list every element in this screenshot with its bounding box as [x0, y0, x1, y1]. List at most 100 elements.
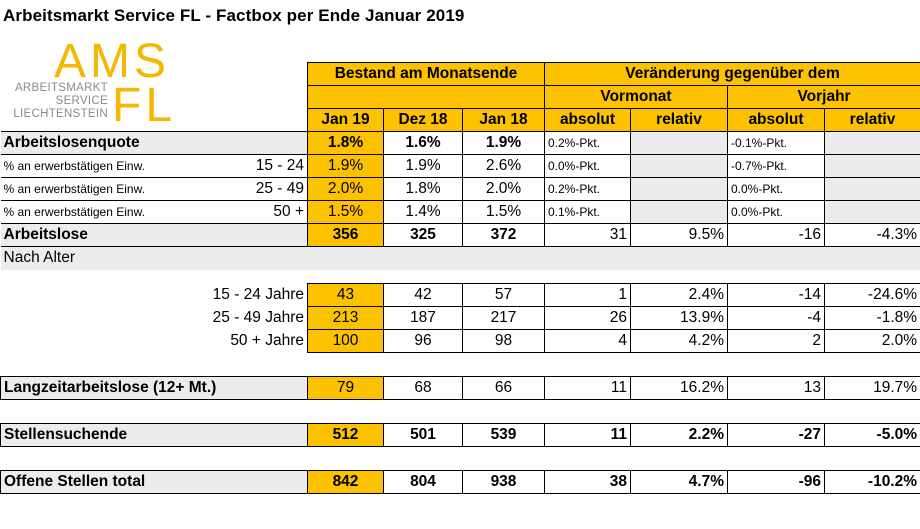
cell: 19.7%: [823, 376, 920, 400]
cell: -4.3%: [823, 223, 920, 247]
page-title: Arbeitsmarkt Service FL - Factbox per En…: [3, 6, 465, 25]
cell: 1.5%: [462, 200, 545, 224]
row-langzeitarbeitslose: Langzeitarbeitslose (12+ Mt.) 79 68 66 1…: [0, 376, 920, 400]
label-stellensuchende: Stellensuchende: [0, 423, 308, 447]
cell: [630, 131, 728, 155]
row-alter-50plus: 50 + Jahre 100 96 98 4 4.2% 2 2.0%: [0, 329, 920, 353]
cell: 2.0%: [823, 329, 920, 353]
label-quote-age: % an erwerbstätigen Einw.: [0, 200, 238, 224]
cell: 501: [383, 423, 463, 447]
cell: 1: [544, 283, 631, 307]
cell: 11: [544, 376, 631, 400]
row-quote-25-49: % an erwerbstätigen Einw. 25 - 49 2.0% 1…: [0, 177, 920, 201]
cell: 98: [462, 329, 545, 353]
cell: -0.1%-Pkt.: [727, 131, 825, 155]
cell: [630, 177, 728, 201]
cell: 1.8%: [383, 177, 463, 201]
cell: 213: [307, 306, 384, 330]
header-veraenderung: Veränderung gegenüber dem: [543, 62, 920, 86]
cell: 0.0%-Pkt.: [727, 177, 825, 201]
cell: 1.4%: [383, 200, 463, 224]
cell: 938: [462, 470, 545, 494]
cell: 2.0%: [462, 177, 545, 201]
row-offene-stellen: Offene Stellen total 842 804 938 38 4.7%…: [0, 470, 920, 494]
cell: 2: [727, 329, 825, 353]
header-row-3: Jan 19 Dez 18 Jan 18 absolut relativ abs…: [1, 108, 920, 132]
cell: [823, 154, 920, 178]
cell: 1.6%: [383, 131, 463, 155]
cell: 9.5%: [630, 223, 728, 247]
col-jan18: Jan 18: [462, 108, 545, 132]
cell: -14: [727, 283, 825, 307]
cell: 4.7%: [630, 470, 728, 494]
label-arbeitslosenquote: Arbeitslosenquote: [0, 131, 308, 155]
cell: 1.9%: [383, 154, 463, 178]
col-vj-absolut: absolut: [727, 108, 825, 132]
row-quote-15-24: % an erwerbstätigen Einw. 15 - 24 1.9% 1…: [0, 154, 920, 178]
cell: 539: [462, 423, 545, 447]
label-age-group: 15 - 24: [237, 154, 308, 178]
cell: 372: [462, 223, 545, 247]
cell: 0.0%-Pkt.: [544, 154, 631, 178]
row-alter-25-49: 25 - 49 Jahre 213 187 217 26 13.9% -4 -1…: [0, 306, 920, 330]
label-langzeitarbeitslose: Langzeitarbeitslose (12+ Mt.): [0, 376, 308, 400]
label-age-row: 15 - 24 Jahre: [0, 283, 308, 307]
cell: [630, 154, 728, 178]
logo-subtitle: ARBEITSMARKT SERVICE LIECHTENSTEIN: [0, 82, 108, 121]
cell: -24.6%: [823, 283, 920, 307]
col-vj-relativ: relativ: [823, 108, 920, 132]
header-vorjahr: Vorjahr: [726, 85, 920, 109]
label-offene-stellen: Offene Stellen total: [0, 470, 308, 494]
cell: 66: [462, 376, 545, 400]
cell: 11: [544, 423, 631, 447]
cell: 43: [307, 283, 384, 307]
row-alter-15-24: 15 - 24 Jahre 43 42 57 1 2.4% -14 -24.6%: [0, 283, 920, 307]
col-jan19: Jan 19: [307, 108, 384, 132]
header-row-1: Bestand am Monatsende Veränderung gegenü…: [1, 62, 920, 86]
cell: -0.7%-Pkt.: [727, 154, 825, 178]
label-quote-age: % an erwerbstätigen Einw.: [0, 154, 238, 178]
cell: -16: [727, 223, 825, 247]
header-bestand: Bestand am Monatsende: [307, 62, 545, 86]
cell: 187: [383, 306, 463, 330]
cell: 13: [727, 376, 825, 400]
cell: 0.2%-Pkt.: [544, 177, 631, 201]
cell: -27: [727, 423, 825, 447]
cell: 356: [307, 223, 384, 247]
cell: 42: [383, 283, 463, 307]
cell: [630, 200, 728, 224]
cell: 13.9%: [630, 306, 728, 330]
cell: 4: [544, 329, 631, 353]
cell: 2.6%: [462, 154, 545, 178]
col-vm-relativ: relativ: [630, 108, 728, 132]
cell: 4.2%: [630, 329, 728, 353]
logo-subtitle-line2: SERVICE: [55, 95, 108, 107]
cell: -96: [727, 470, 825, 494]
row-stellensuchende: Stellensuchende 512 501 539 11 2.2% -27 …: [0, 423, 920, 447]
cell: 1.9%: [462, 131, 545, 155]
cell: 512: [307, 423, 384, 447]
cell: 100: [307, 329, 384, 353]
header-vormonat: Vormonat: [544, 85, 728, 109]
row-nach-alter: Nach Alter: [0, 246, 920, 270]
ams-fl-logo: AMS FL ARBEITSMARKT SERVICE LIECHTENSTEI…: [0, 38, 200, 130]
cell: 68: [383, 376, 463, 400]
cell: -1.8%: [823, 306, 920, 330]
factbox-table: Bestand am Monatsende Veränderung gegenü…: [0, 62, 920, 494]
cell: -4: [727, 306, 825, 330]
header-row-2: Vormonat Vorjahr: [1, 85, 920, 109]
cell: 96: [383, 329, 463, 353]
cell: [823, 177, 920, 201]
cell: 325: [383, 223, 463, 247]
col-vm-absolut: absolut: [544, 108, 631, 132]
cell: 79: [307, 376, 384, 400]
col-dez18: Dez 18: [383, 108, 463, 132]
cell: 26: [544, 306, 631, 330]
row-arbeitslose: Arbeitslose 356 325 372 31 9.5% -16 -4.3…: [0, 223, 920, 247]
cell: 2.2%: [630, 423, 728, 447]
label-arbeitslose: Arbeitslose: [0, 223, 308, 247]
cell: 57: [462, 283, 545, 307]
cell: 1.9%: [307, 154, 384, 178]
label-quote-age: % an erwerbstätigen Einw.: [0, 177, 238, 201]
label-age-group: 25 - 49: [237, 177, 308, 201]
